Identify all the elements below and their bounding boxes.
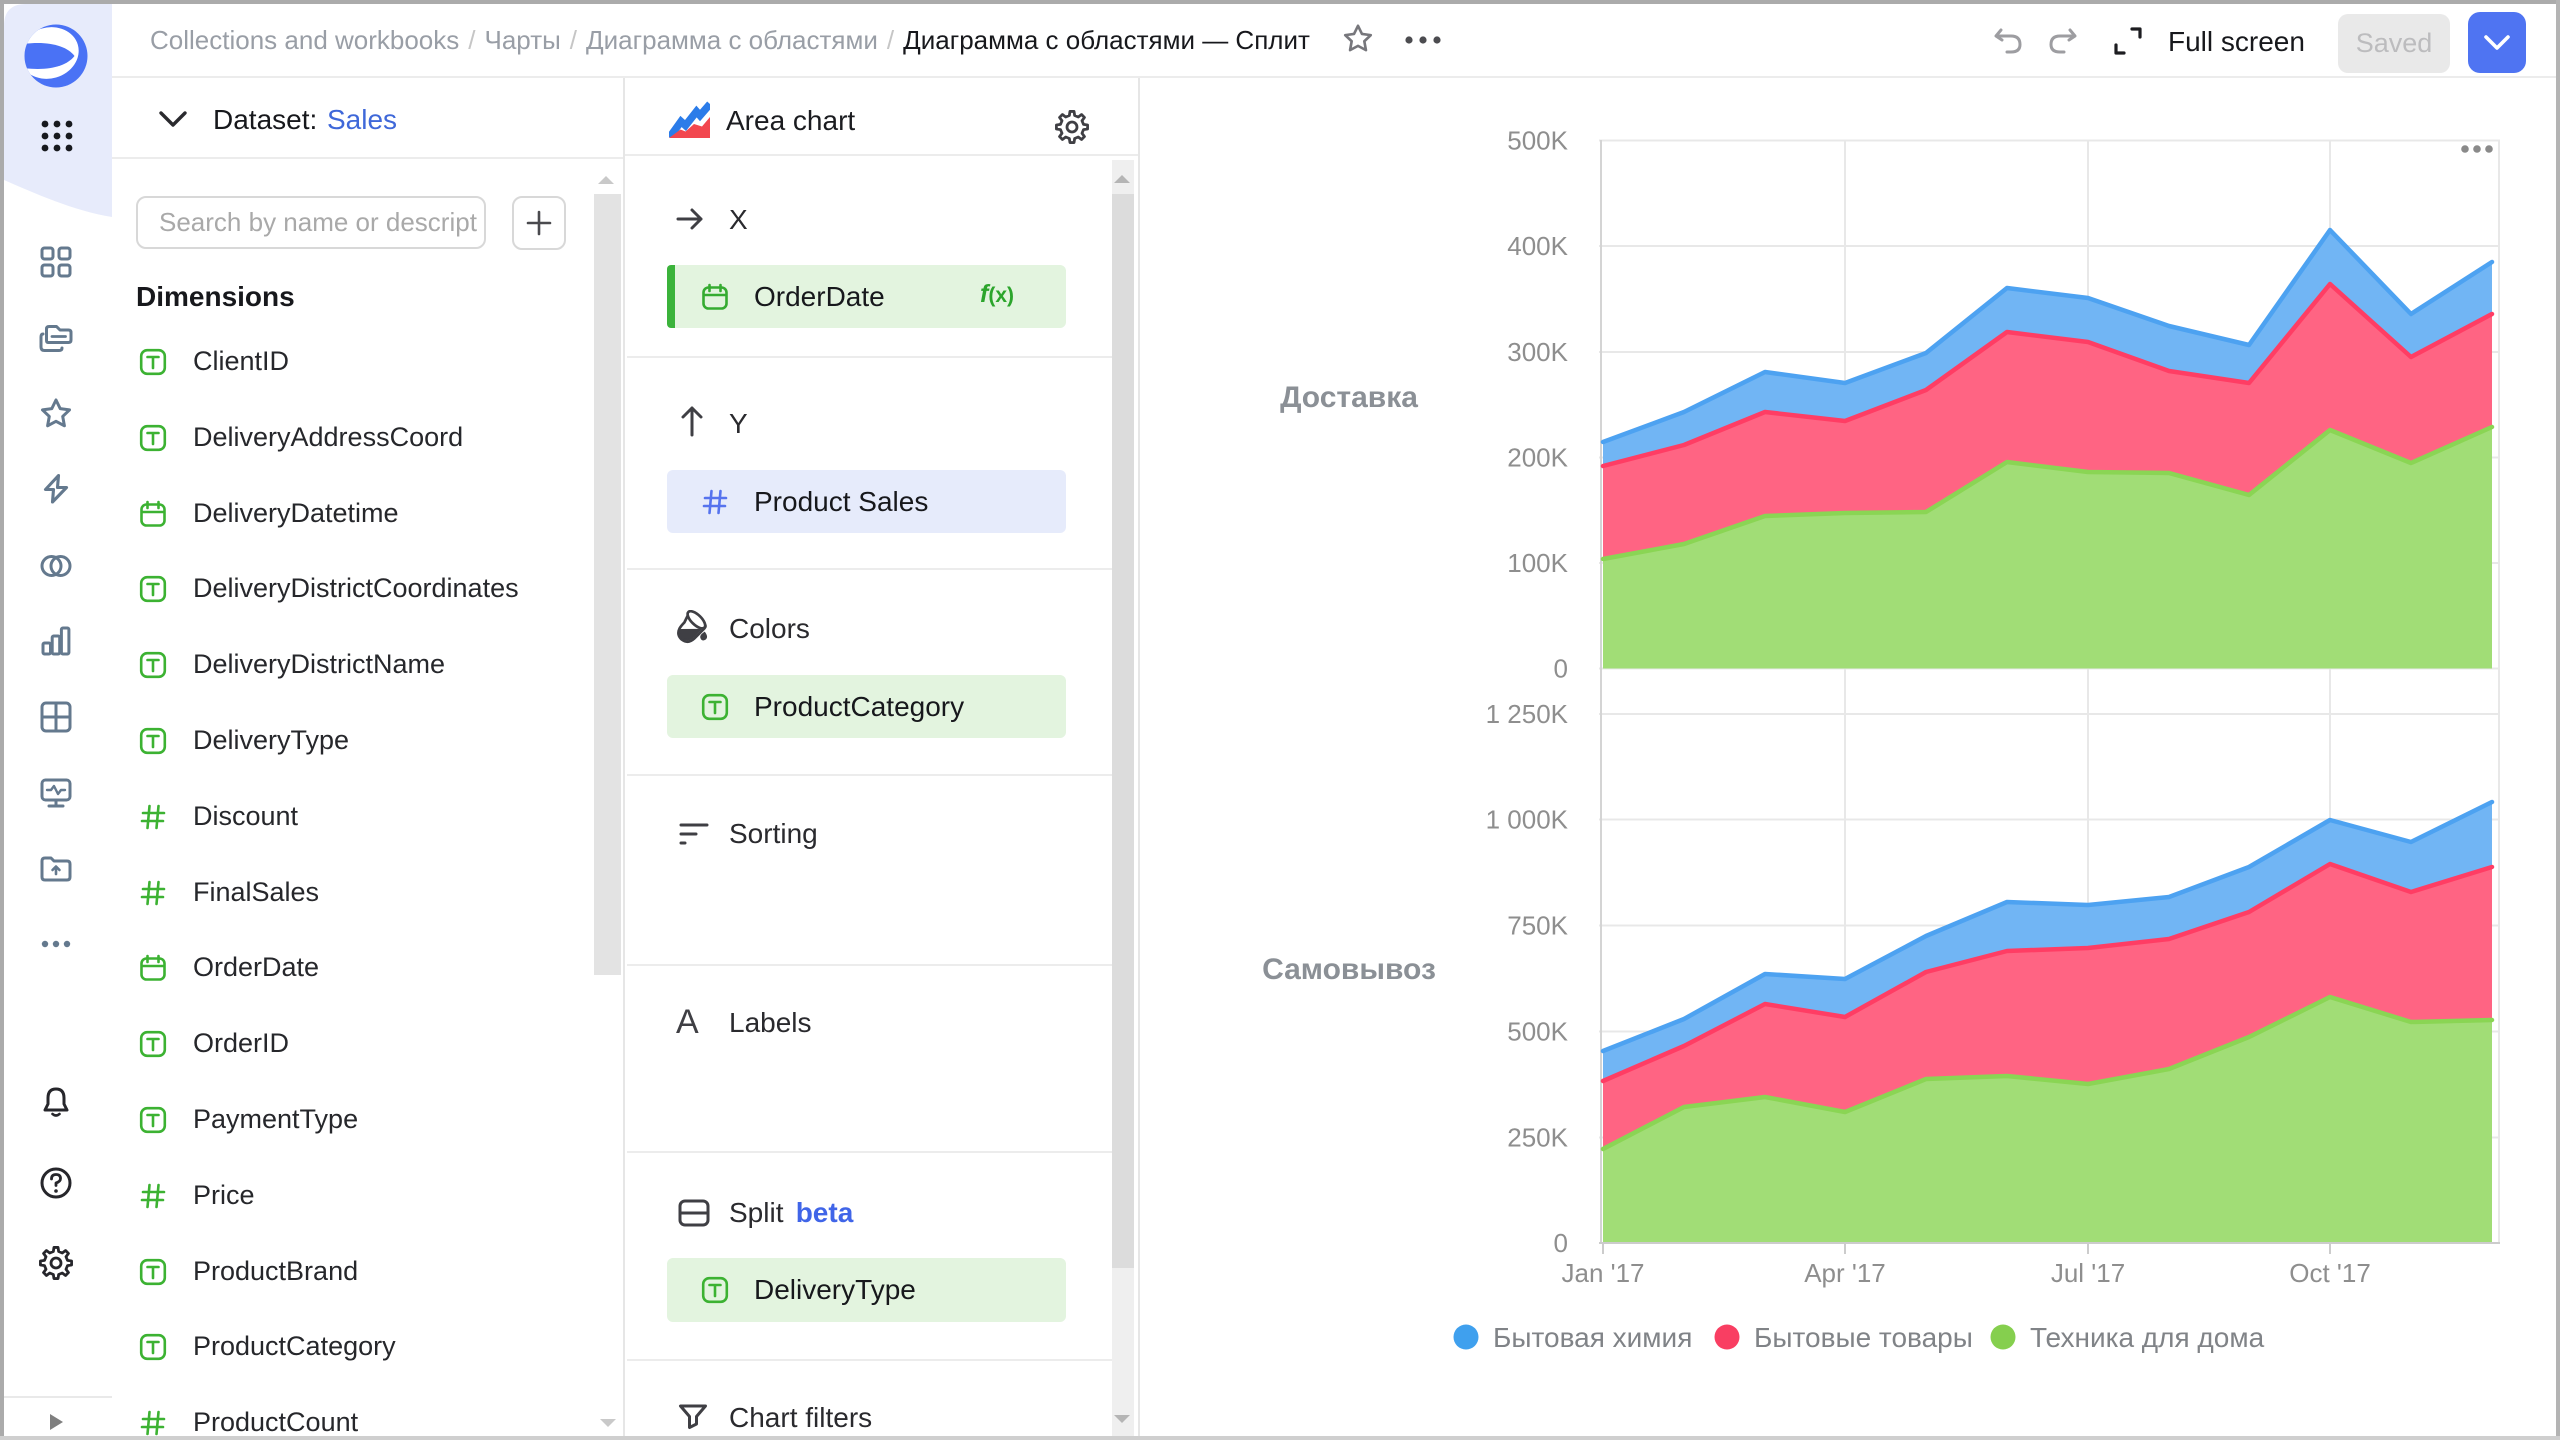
svg-text:Jan '17: Jan '17 xyxy=(1561,1258,1644,1288)
svg-text:500K: 500K xyxy=(1507,126,1568,156)
svg-text:0: 0 xyxy=(1554,1228,1568,1258)
svg-text:100K: 100K xyxy=(1507,548,1568,578)
svg-text:1 000K: 1 000K xyxy=(1486,805,1569,835)
svg-text:Самовывоз: Самовывоз xyxy=(1262,953,1436,986)
svg-text:Бытовые товары: Бытовые товары xyxy=(1754,1322,1973,1353)
svg-text:Бытовая химия: Бытовая химия xyxy=(1493,1322,1692,1353)
svg-text:Доставка: Доставка xyxy=(1280,381,1418,414)
svg-text:Apr '17: Apr '17 xyxy=(1804,1258,1886,1288)
svg-text:Jul '17: Jul '17 xyxy=(2051,1258,2125,1288)
svg-text:250K: 250K xyxy=(1507,1123,1568,1153)
svg-text:500K: 500K xyxy=(1507,1017,1568,1047)
svg-text:750K: 750K xyxy=(1507,911,1568,941)
svg-text:0: 0 xyxy=(1554,654,1568,684)
svg-text:200K: 200K xyxy=(1507,443,1568,473)
svg-text:1 250K: 1 250K xyxy=(1486,699,1569,729)
svg-text:400K: 400K xyxy=(1507,231,1568,261)
svg-text:Oct '17: Oct '17 xyxy=(2289,1258,2371,1288)
svg-text:Техника для дома: Техника для дома xyxy=(2030,1322,2265,1353)
svg-text:300K: 300K xyxy=(1507,337,1568,367)
